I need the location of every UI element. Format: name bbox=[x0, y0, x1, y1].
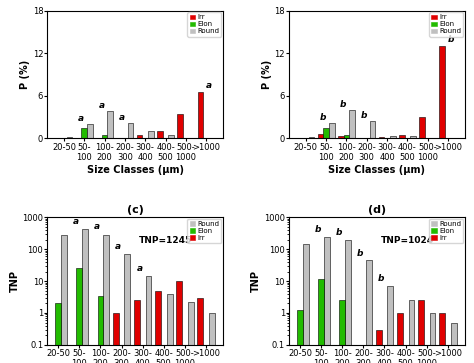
X-axis label: Size Classes (μm): Size Classes (μm) bbox=[87, 165, 183, 175]
Text: a: a bbox=[119, 113, 125, 122]
Bar bbox=[167, 294, 173, 363]
Bar bbox=[410, 136, 416, 138]
Legend: Irr, Elon, Round: Irr, Elon, Round bbox=[187, 12, 221, 37]
X-axis label: Size Classes (μm): Size Classes (μm) bbox=[328, 165, 425, 175]
Bar bbox=[148, 131, 154, 138]
Text: b: b bbox=[378, 274, 384, 282]
Bar bbox=[67, 137, 73, 138]
Bar bbox=[366, 260, 372, 363]
Bar bbox=[387, 286, 393, 363]
Bar bbox=[98, 295, 103, 363]
Text: TNP=1245: TNP=1245 bbox=[138, 236, 192, 245]
Bar bbox=[399, 135, 404, 138]
Text: b: b bbox=[320, 113, 326, 122]
Bar bbox=[82, 128, 87, 138]
Legend: Irr, Elon, Round: Irr, Elon, Round bbox=[429, 12, 463, 37]
Bar bbox=[344, 135, 349, 138]
Bar bbox=[324, 237, 330, 363]
Bar bbox=[209, 313, 215, 363]
Bar bbox=[82, 229, 88, 363]
Bar bbox=[155, 291, 161, 363]
Legend: Round, Elon, Irr: Round, Elon, Irr bbox=[187, 219, 221, 243]
Text: TNP=1024: TNP=1024 bbox=[381, 236, 434, 245]
Bar bbox=[323, 128, 329, 138]
Bar bbox=[370, 121, 375, 138]
Y-axis label: P (%): P (%) bbox=[262, 60, 272, 89]
Bar bbox=[102, 135, 108, 138]
Bar bbox=[134, 300, 140, 363]
Bar bbox=[76, 268, 82, 363]
Bar bbox=[319, 278, 324, 363]
Bar bbox=[176, 281, 182, 363]
Bar bbox=[125, 254, 130, 363]
Bar bbox=[339, 300, 345, 363]
Bar bbox=[338, 136, 344, 138]
Bar bbox=[375, 330, 382, 363]
Text: a: a bbox=[73, 217, 79, 226]
Text: a: a bbox=[94, 222, 100, 231]
Bar bbox=[409, 300, 414, 363]
Text: (d): (d) bbox=[368, 205, 386, 215]
Bar bbox=[318, 134, 323, 138]
Bar bbox=[55, 303, 61, 363]
Bar bbox=[108, 111, 113, 138]
Text: b: b bbox=[448, 35, 454, 44]
Bar bbox=[345, 240, 351, 363]
Text: b: b bbox=[315, 225, 321, 234]
Y-axis label: TNP: TNP bbox=[9, 270, 19, 292]
Bar bbox=[146, 277, 152, 363]
Bar bbox=[397, 313, 402, 363]
Text: a: a bbox=[99, 101, 105, 110]
Text: a: a bbox=[206, 81, 212, 90]
Bar bbox=[113, 313, 118, 363]
Bar bbox=[137, 135, 142, 138]
Bar bbox=[197, 298, 203, 363]
Bar bbox=[303, 244, 309, 363]
Y-axis label: TNP: TNP bbox=[251, 270, 261, 292]
Bar bbox=[439, 46, 445, 138]
Bar bbox=[103, 235, 109, 363]
Bar bbox=[419, 117, 425, 138]
Bar bbox=[87, 124, 93, 138]
Bar bbox=[61, 235, 67, 363]
Text: b: b bbox=[360, 111, 367, 119]
Bar bbox=[329, 123, 335, 138]
Text: a: a bbox=[115, 242, 121, 251]
Legend: Round, Elon, Irr: Round, Elon, Irr bbox=[429, 219, 463, 243]
Text: b: b bbox=[336, 228, 342, 237]
Text: a: a bbox=[78, 114, 84, 123]
Bar bbox=[349, 110, 355, 138]
Bar bbox=[297, 310, 303, 363]
Bar bbox=[379, 136, 384, 138]
Bar bbox=[439, 313, 445, 363]
Text: (c): (c) bbox=[127, 205, 144, 215]
Text: b: b bbox=[357, 249, 364, 257]
Bar bbox=[390, 135, 396, 138]
Bar bbox=[418, 300, 424, 363]
Bar bbox=[168, 135, 174, 138]
Bar bbox=[128, 123, 133, 138]
Bar bbox=[188, 302, 193, 363]
Bar bbox=[177, 114, 183, 138]
Text: a: a bbox=[137, 264, 143, 273]
Bar bbox=[429, 313, 436, 363]
Bar bbox=[157, 131, 163, 138]
Y-axis label: P (%): P (%) bbox=[20, 60, 30, 89]
Bar bbox=[198, 92, 203, 138]
Text: b: b bbox=[340, 99, 346, 109]
Bar bbox=[451, 323, 456, 363]
Bar bbox=[309, 137, 314, 138]
